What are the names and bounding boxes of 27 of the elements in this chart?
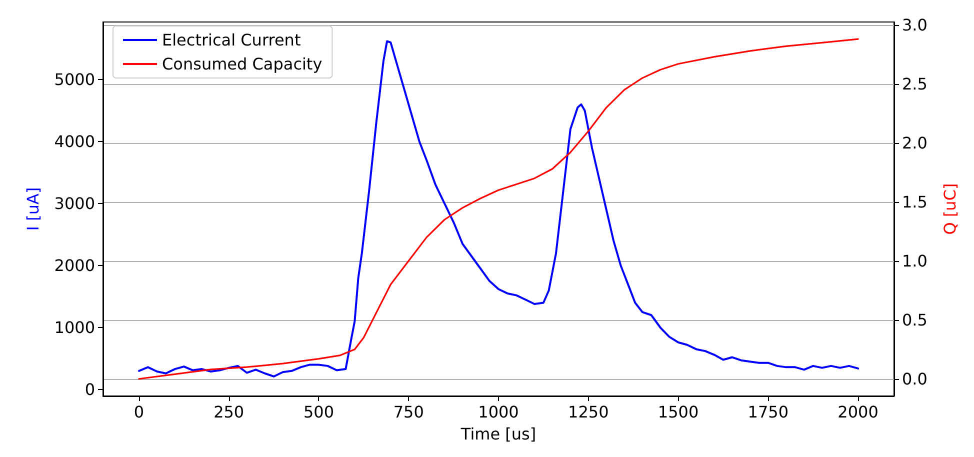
y-axis-title: I [uA] <box>24 187 42 231</box>
y-tick-label: 0 <box>84 380 95 399</box>
y2-tick-label: 1.0 <box>902 251 928 270</box>
x-tick-label: 750 <box>393 402 424 422</box>
x-tick-label: 0 <box>134 402 144 422</box>
legend-label: Electrical Current <box>162 30 301 50</box>
x-tick-label: 1500 <box>658 402 699 422</box>
x-tick-label: 1250 <box>568 402 609 422</box>
y2-tick-label: 3.0 <box>902 15 928 34</box>
x-axis-title: Time [us] <box>460 424 536 444</box>
y-tick-label: 3000 <box>54 194 95 214</box>
y-tick-label: 4000 <box>54 132 95 152</box>
x-tick-label: 1000 <box>478 402 519 422</box>
x-tick-label: 250 <box>214 402 244 422</box>
legend-label: Consumed Capacity <box>162 54 322 74</box>
y-tick-label: 5000 <box>54 70 95 90</box>
y2-tick-label: 2.5 <box>902 74 928 94</box>
y2-axis-title: Q [uC] <box>940 183 960 235</box>
y-tick-label: 2000 <box>54 256 95 276</box>
x-tick-label: 500 <box>303 402 334 422</box>
y2-tick-label: 1.5 <box>902 192 928 212</box>
y2-tick-label: 0.0 <box>902 369 928 388</box>
y2-tick-label: 2.0 <box>902 133 928 152</box>
x-tick-label: 2000 <box>838 402 878 422</box>
x-tick-label: 1750 <box>748 402 789 422</box>
y-tick-label: 1000 <box>54 318 95 338</box>
y2-tick-label: 0.5 <box>902 310 928 330</box>
